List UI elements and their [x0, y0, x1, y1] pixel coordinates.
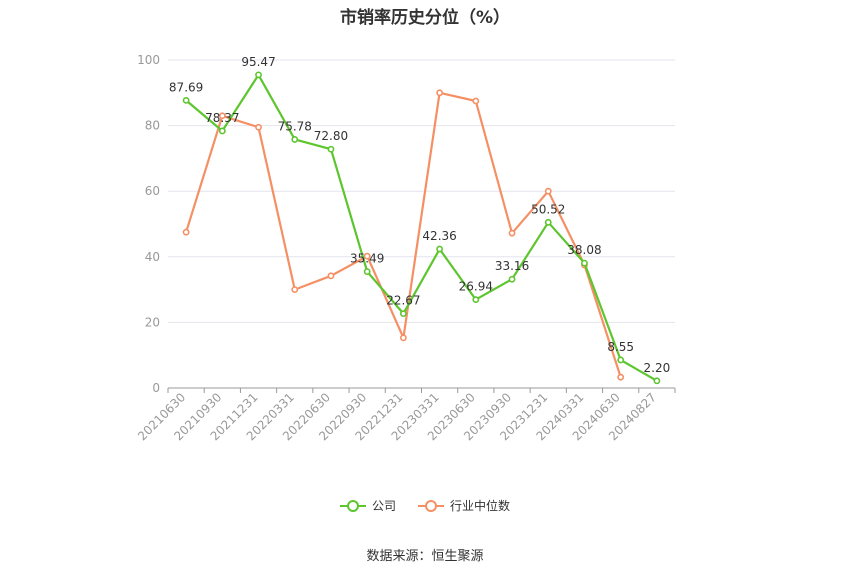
company-data-label: 75.78 — [278, 119, 312, 133]
industry-data-point — [182, 228, 190, 236]
company-data-point — [363, 268, 371, 275]
legend-industry-label: 行业中位数 — [450, 499, 511, 513]
legend-company-swatch — [339, 499, 366, 512]
industry-data-point — [617, 373, 625, 381]
y-tick-label: 40 — [145, 250, 160, 264]
industry-data-point — [472, 97, 480, 105]
company-data-label: 22.67 — [386, 294, 420, 308]
company-data-point — [581, 259, 588, 267]
company-data-label: 33.16 — [495, 259, 529, 273]
company-data-point — [399, 310, 407, 318]
company-data-label: 50.52 — [531, 202, 565, 216]
company-data-label: 26.94 — [459, 280, 493, 294]
industry-data-point — [291, 286, 299, 293]
y-tick-label: 0 — [152, 381, 160, 395]
company-data-label: 2.20 — [644, 361, 671, 375]
industry-data-point — [508, 229, 516, 237]
industry-data-point — [399, 334, 407, 342]
y-tick-label: 100 — [137, 53, 160, 67]
legend-item-company[interactable]: 公司 — [339, 497, 396, 514]
company-data-label: 87.69 — [169, 80, 203, 94]
company-data-point — [291, 136, 299, 143]
company-data-label: 35.49 — [350, 252, 384, 266]
industry-data-point — [255, 123, 262, 131]
company-data-point — [255, 71, 262, 79]
company-data-point — [472, 296, 480, 304]
legend-company-label: 公司 — [371, 499, 396, 513]
industry-data-point — [436, 89, 444, 97]
y-tick-label: 60 — [145, 184, 160, 198]
company-data-point — [327, 145, 335, 153]
company-data-point — [182, 96, 190, 104]
series-lines — [182, 71, 661, 385]
legend-industry-swatch — [418, 499, 444, 512]
industry-data-point — [363, 252, 371, 260]
company-data-point — [653, 377, 661, 385]
company-data-point — [218, 127, 226, 135]
legend: 公司 行业中位数 — [0, 497, 850, 514]
company-series-line — [185, 73, 658, 382]
x-axis: 2021063020210930202112312022033120220630… — [135, 387, 676, 443]
company-data-label: 42.36 — [422, 229, 456, 243]
company-data-label: 72.80 — [314, 129, 348, 143]
grid-lines — [168, 59, 675, 323]
company-data-label: 95.47 — [241, 55, 275, 69]
chart-title: 市销率历史分位（%） — [339, 8, 511, 28]
company-data-label: 8.55 — [607, 340, 634, 354]
industry-data-point — [327, 272, 335, 280]
industry-data-point — [544, 187, 552, 195]
company-data-point — [508, 275, 516, 283]
y-axis: 0 20 40 60 80 100 — [137, 53, 160, 395]
company-data-label: 38.08 — [567, 243, 601, 257]
company-data-point — [436, 245, 444, 253]
legend-item-industry[interactable]: 行业中位数 — [418, 497, 510, 514]
industry-data-point — [218, 112, 226, 120]
company-data-point — [544, 218, 552, 226]
company-data-label: 78.37 — [205, 111, 239, 125]
company-data-point — [617, 356, 625, 364]
y-tick-label: 80 — [145, 119, 160, 133]
y-tick-label: 20 — [145, 315, 160, 329]
data-source-note: 数据来源：恒生聚源 — [366, 549, 484, 564]
